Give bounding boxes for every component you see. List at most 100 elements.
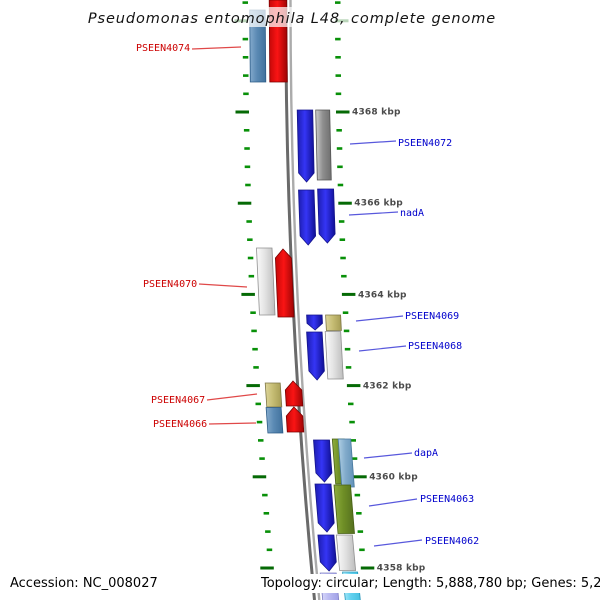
gene-labels: PSEEN4074 PSEEN4070 PSEEN4067 PSEEN4066 PSEE… [136,43,479,547]
gene-feature[interactable] [285,406,305,433]
page-title: Pseudomonas entomophila L48, complete ge… [88,11,496,27]
ruler-tick-minor [258,439,264,442]
backbone-strand-inner [289,0,321,600]
ruler-tick-minor [243,92,249,96]
ruler-tick-minor [242,56,249,59]
ruler-tick-minor [263,512,270,515]
ruler-tick-minor [248,274,255,278]
ruler-tick-minor [359,548,365,552]
gene-label-nadA[interactable]: nadA [400,208,424,219]
gene-label-PSEEN4069[interactable]: PSEEN4069 [405,311,459,322]
ruler-tick-major [360,566,375,570]
ruler-tick-major [241,292,255,296]
label-pointer-line [349,140,397,145]
ruler-tick-minor [252,347,258,351]
gene-feature[interactable] [317,534,337,572]
gene-feature[interactable] [325,314,342,331]
label-pointer-line [355,315,404,322]
ruler-label: 4366 kbp [354,199,403,209]
ruler-tick-minor [342,311,349,314]
gene-nadA[interactable] [298,189,317,246]
ruler-label: 4358 kbp [377,564,426,574]
ruler-tick-minor [336,147,343,150]
ruler-tick-minor [337,183,344,187]
ruler-tick-minor [246,220,252,223]
ruler-tick-major [338,201,352,205]
label-pointer-line [348,211,399,216]
gene-PSEEN4063[interactable] [333,484,355,534]
ruler-tick-minor [348,402,354,406]
ruler-tick-minor [335,37,341,41]
ruler-tick-minor [349,420,355,424]
ruler-tick-minor [335,56,341,59]
ruler-label: 4362 kbp [363,382,412,392]
ruler-tick-minor [250,311,256,314]
gene-label-PSEEN4063[interactable]: PSEEN4063 [420,494,474,505]
ruler-tick-minor [262,493,268,497]
ruler-ticks: 4368 kbp 4366 kbp 4364 kbp 4362 kbp 4360 kbp… [234,1,426,574]
ruler-tick-minor [244,165,251,169]
ruler-tick-minor [259,457,265,460]
gene-label-PSEEN4074[interactable]: PSEEN4074 [136,43,190,54]
gene-feature[interactable] [315,109,332,181]
ruler-tick-minor [244,147,250,150]
gene-PSEEN4066[interactable] [265,407,284,434]
label-pointer-line [368,498,418,507]
gene-label-PSEEN4067[interactable]: PSEEN4067 [151,395,205,406]
ruler-tick-minor [255,402,261,406]
ruler-tick-minor [356,512,362,515]
ruler-tick-minor [340,256,346,260]
status-bar: Accession: NC_008027 Topology: circular;… [0,574,600,593]
gene-label-PSEEN4070[interactable]: PSEEN4070 [143,279,197,290]
gene-label-dapA[interactable]: dapA [414,448,438,459]
gene-PSEEN4068[interactable] [306,331,325,381]
gene-PSEEN4069[interactable] [306,314,323,331]
gene-feature[interactable] [284,380,304,407]
ruler-tick-minor [343,329,350,333]
ruler-tick-minor [256,420,263,424]
ruler-tick-minor [253,366,259,369]
gene-feature[interactable] [324,331,344,380]
ruler-tick-minor [341,274,347,278]
gene-feature[interactable] [317,188,336,244]
gene-PSEEN4070[interactable] [256,247,276,316]
gene-label-PSEEN4062[interactable]: PSEEN4062 [425,536,479,547]
ruler-tick-minor [357,530,364,533]
ruler-tick-major [336,110,350,114]
gene-label-PSEEN4066[interactable]: PSEEN4066 [153,419,207,430]
gene-feature[interactable] [313,439,333,483]
gene-label-PSEEN4068[interactable]: PSEEN4068 [408,341,462,352]
ruler-tick-minor [350,439,356,442]
ruler-label: 4360 kbp [369,473,418,483]
label-pointer-line [358,345,407,352]
label-pointer-line [191,46,242,50]
gene-PSEEN4062[interactable] [335,534,357,571]
ruler-tick-minor [247,256,254,260]
status-accession: Accession: NC_008027 [10,576,158,591]
ruler-tick-major [260,566,274,570]
ruler-tick-minor [336,129,342,132]
gene-PSEEN4072[interactable] [296,109,315,183]
ruler-tick-minor [265,530,271,533]
ruler-tick-major [341,292,356,296]
ruler-tick-major [246,384,260,388]
gene-dapA[interactable] [337,438,355,488]
ruler-tick-minor [339,238,346,241]
ruler-tick-minor [335,74,341,77]
gene-label-PSEEN4072[interactable]: PSEEN4072 [398,138,452,149]
label-pointer-line [206,393,258,401]
ruler-label: 4364 kbp [358,291,407,301]
ruler-tick-minor [242,37,249,41]
gene-PSEEN4067[interactable] [264,382,283,408]
title-backdrop [92,7,488,27]
gene-feature[interactable] [274,248,295,318]
ruler-tick-minor [335,92,342,96]
ruler-tick-minor [243,74,249,77]
ruler-tick-minor [243,129,250,132]
label-pointer-line [363,452,413,459]
ruler-tick-minor [338,220,345,223]
ruler-tick-major [237,201,252,205]
ruler-tick-minor [251,329,257,333]
ruler-tick-minor [266,548,273,552]
gene-feature[interactable] [314,483,335,533]
